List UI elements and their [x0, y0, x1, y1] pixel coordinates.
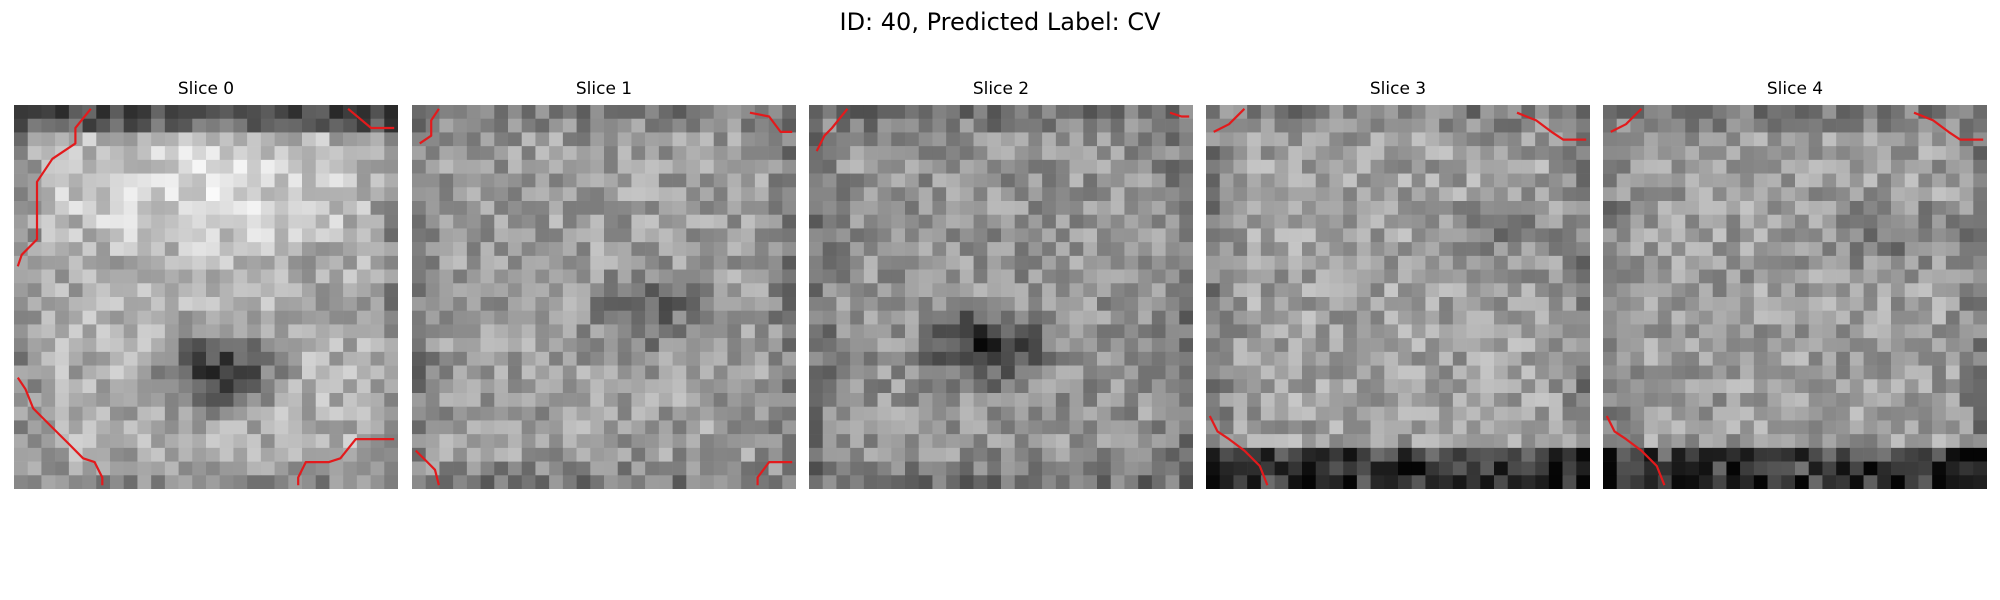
slice-title-0: Slice 0 [177, 79, 235, 99]
contour-line [16, 376, 104, 486]
contour-line [1913, 111, 1984, 141]
contour-line [756, 461, 793, 486]
figure-title: ID: 40, Predicted Label: CV [839, 8, 1161, 36]
pixel-grid [14, 105, 398, 489]
slice-image-0 [14, 105, 398, 489]
pixel-grid [1603, 105, 1987, 489]
contour-line [419, 108, 440, 145]
pixel-grid [809, 105, 1193, 489]
contour-line [1516, 111, 1587, 141]
slice-title-4: Slice 4 [1766, 79, 1824, 99]
contour-line [347, 107, 395, 130]
slice-title-2: Slice 2 [972, 79, 1030, 99]
slice-panel-0: Slice 0 [14, 79, 398, 489]
pixel-grid [1206, 105, 1590, 489]
slice-panel-2: Slice 2 [809, 79, 1193, 489]
slice-title-3: Slice 3 [1369, 79, 1427, 99]
contour-line [1605, 415, 1666, 486]
slice-image-3 [1206, 105, 1590, 489]
contour-line [297, 438, 395, 486]
slice-image-4 [1603, 105, 1987, 489]
slice-image-2 [809, 105, 1193, 489]
slice-panel-1: Slice 1 [412, 79, 796, 489]
contour-line [1208, 415, 1269, 486]
contour-line [1213, 108, 1246, 133]
contour-line [815, 108, 849, 152]
slice-title-1: Slice 1 [575, 79, 633, 99]
slice-panel-3: Slice 3 [1206, 79, 1590, 489]
pixel-grid [412, 105, 796, 489]
contour-line [1169, 111, 1190, 118]
slice-panel-4: Slice 4 [1603, 79, 1987, 489]
contour-line [1610, 108, 1643, 133]
contour-line [749, 111, 793, 133]
slice-image-1 [412, 105, 796, 489]
contour-line [415, 449, 440, 486]
contour-line [16, 108, 92, 267]
